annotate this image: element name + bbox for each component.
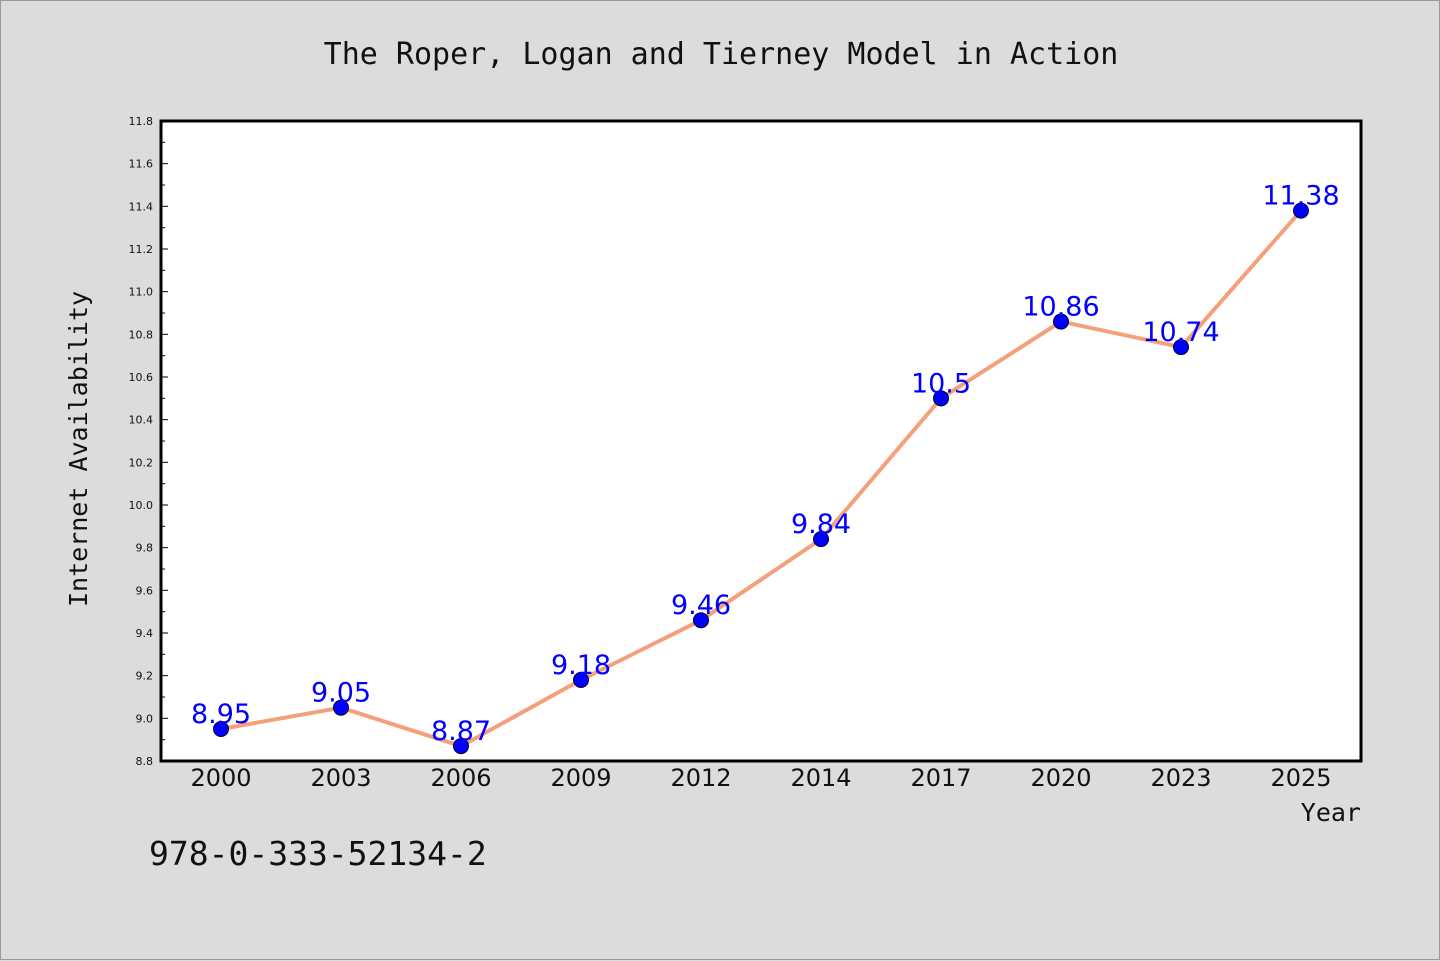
data-point — [1173, 339, 1189, 356]
plot-area — [159, 119, 1363, 763]
data-point — [693, 612, 709, 629]
y-tick-label: 10.0 — [129, 499, 154, 512]
data-point — [213, 721, 229, 737]
data-label: 10.5 — [911, 368, 971, 399]
x-tick-label: 2014 — [790, 764, 851, 792]
y-tick-label: 8.8 — [136, 755, 154, 768]
data-label: 11.38 — [1262, 181, 1339, 212]
y-tick-label: 9.0 — [136, 712, 154, 725]
y-tick-label: 10.6 — [129, 371, 154, 384]
y-tick-label: 11.0 — [129, 286, 154, 299]
x-axis-label: Year — [1301, 798, 1361, 827]
y-tick-label: 11.6 — [129, 158, 154, 171]
y-tick-label: 10.4 — [129, 414, 154, 427]
x-tick-label: 2023 — [1150, 764, 1211, 792]
data-label: 9.84 — [791, 509, 851, 540]
y-tick-label: 9.4 — [136, 627, 154, 640]
x-tick-label: 2000 — [190, 764, 251, 792]
x-tick-label: 2012 — [670, 764, 731, 792]
y-tick-label: 9.2 — [136, 670, 154, 683]
x-axis: 2000 2003 2006 2009 2012 2014 2017 2020 2023 2025 — [190, 764, 1331, 792]
data-label: 9.46 — [671, 590, 731, 621]
data-point — [813, 531, 829, 548]
data-point — [333, 699, 349, 716]
x-tick-label: 2020 — [1030, 764, 1091, 792]
y-axis: 8.8 9.0 9.2 9.4 9.6 9.8 10.0 10.2 10.4 10.6 10.8 11… — [129, 115, 168, 768]
y-tick-label: 10.2 — [129, 456, 154, 469]
x-tick-label: 2017 — [910, 764, 971, 792]
series-group: 8.95 9.05 8.87 9.18 9.46 9.84 10.5 10.86 10.74 11… — [191, 181, 1340, 755]
y-tick-label: 11.8 — [129, 115, 154, 128]
y-tick-label: 11.4 — [129, 200, 154, 213]
data-label: 8.87 — [431, 716, 491, 747]
y-tick-label: 9.8 — [136, 542, 154, 555]
y-tick-label: 9.6 — [136, 584, 154, 597]
y-tick-label: 11.2 — [129, 243, 154, 256]
x-tick-label: 2025 — [1270, 764, 1331, 792]
data-point — [1053, 313, 1069, 330]
series-line — [220, 209, 1303, 749]
x-tick-label: 2003 — [310, 764, 371, 792]
isbn-text: 978-0-333-52134-2 — [149, 834, 487, 873]
data-point — [933, 390, 949, 407]
data-label: 10.86 — [1022, 292, 1099, 323]
data-point — [1293, 202, 1309, 219]
data-label: 9.18 — [551, 650, 611, 681]
chart-title: The Roper, Logan and Tierney Model in Ac… — [324, 37, 1119, 72]
data-point — [453, 738, 469, 755]
x-tick-label: 2009 — [550, 764, 611, 792]
y-axis-label: Internet Availability — [64, 291, 93, 607]
data-label: 9.05 — [311, 678, 371, 709]
data-label: 8.95 — [191, 699, 251, 730]
data-label: 10.74 — [1142, 317, 1219, 348]
x-tick-label: 2006 — [430, 764, 491, 792]
y-tick-label: 10.8 — [129, 328, 154, 341]
data-point — [573, 671, 589, 688]
